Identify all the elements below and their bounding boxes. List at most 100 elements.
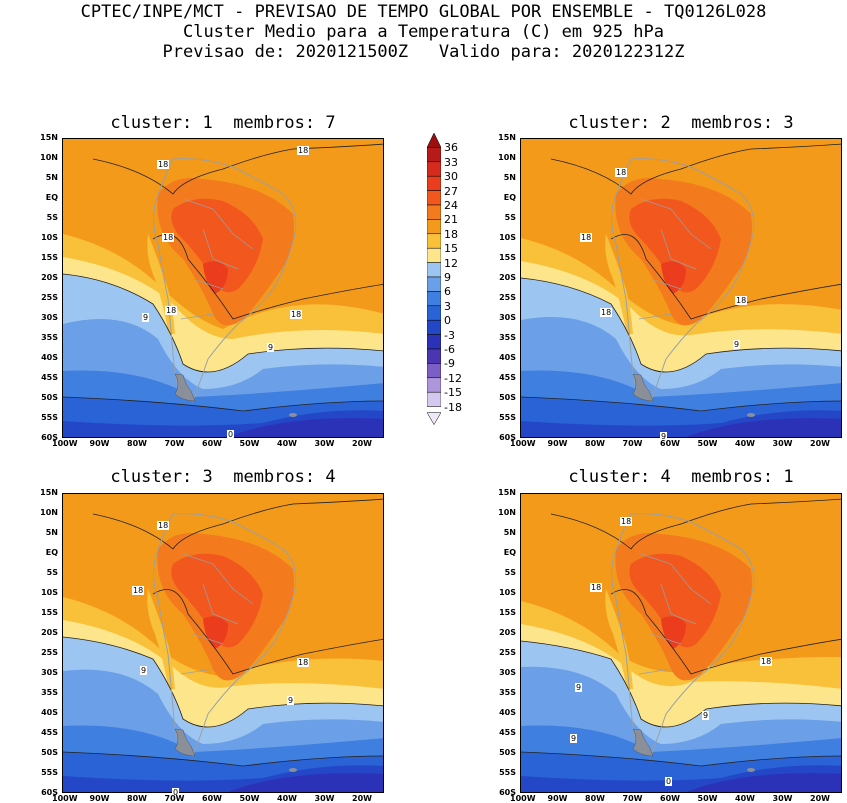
colorbar-tick-label: 0 [444,314,451,328]
longitude-label: 40W [735,439,755,448]
latitude-label: 25S [499,648,516,657]
latitude-label: 20S [499,273,516,282]
colorbar-tick-label: -18 [444,400,462,414]
latitude-label: 55S [499,768,516,777]
panel-title: cluster: 1 membros: 7 [110,113,336,133]
contour-label: 18 [590,583,603,592]
latitude-label: 60S [41,788,58,797]
latitude-label: 10S [41,233,58,242]
latitude-label: 35S [499,688,516,697]
latitude-label: 50S [41,393,58,402]
contour-label: 9 [660,432,668,441]
colorbar-swatch [426,262,442,278]
latitude-label: 15S [41,608,58,617]
longitude-label: 60W [202,439,222,448]
longitude-label: 100W [510,439,536,448]
contour-label: 0 [665,777,673,786]
latitude-label: 20S [41,628,58,637]
title-line-2: Cluster Medio para a Temperatura (C) em … [182,22,665,42]
latitude-label: 15S [499,253,516,262]
longitude-label: 60W [202,794,222,803]
colorbar-swatch [426,147,442,163]
longitude-label: 30W [314,794,335,803]
contour-label: 9 [733,340,741,349]
latitude-label: 45S [499,728,516,737]
longitude-label: 50W [239,794,260,803]
latitude-label: 15N [40,488,58,497]
contour-label: 9 [140,666,148,675]
longitude-label: 100W [510,794,536,803]
colorbar-swatch [426,161,442,177]
contour-label: 9 [142,313,150,322]
colorbar-swatch [426,233,442,249]
latitude-label: 15N [498,133,516,142]
contour-label: 18 [760,657,773,666]
latitude-label: 10S [499,588,516,597]
colorbar-swatch [426,348,442,364]
latitude-label: 45S [41,728,58,737]
map-panel-2 [520,138,842,438]
colorbar-swatch [426,175,442,191]
map-panel-1 [62,138,384,438]
contour-label: 0 [227,430,235,439]
contour-label: 18 [600,308,613,317]
contour-label: 18 [580,233,593,242]
latitude-label: 5S [504,568,516,577]
colorbar-tick-label: 30 [444,170,458,184]
colorbar-tick-label: -12 [444,371,462,385]
contour-label: 18 [615,168,628,177]
latitude-label: 30S [499,668,516,677]
colorbar-swatch [426,276,442,292]
temperature-field [521,139,841,437]
latitude-label: 15S [41,253,58,262]
longitude-label: 80W [127,439,147,448]
latitude-label: 60S [41,433,58,442]
latitude-label: 55S [41,768,58,777]
contour-label: 18 [165,306,178,315]
latitude-label: 60S [499,788,516,797]
latitude-label: EQ [503,193,516,202]
longitude-label: 20W [810,439,830,448]
latitude-label: 10S [499,233,516,242]
temperature-field [63,139,383,437]
latitude-label: 55S [499,413,516,422]
longitude-label: 30W [772,794,793,803]
latitude-label: 15N [40,133,58,142]
longitude-label: 40W [277,794,297,803]
contour-label: 18 [157,521,170,530]
latitude-label: 20S [41,273,58,282]
latitude-label: 30S [41,668,58,677]
latitude-label: 50S [41,748,58,757]
longitude-label: 70W [622,439,643,448]
panel-title: cluster: 2 membros: 3 [568,113,794,133]
longitude-label: 30W [314,439,335,448]
latitude-label: 40S [499,353,516,362]
colorbar [426,132,442,439]
contour-label: 9 [570,734,578,743]
colorbar-swatch [426,291,442,307]
colorbar-tick-label: 9 [444,271,451,284]
longitude-label: 60W [660,439,680,448]
latitude-label: EQ [45,548,58,557]
title-line-1: CPTEC/INPE/MCT - PREVISAO DE TEMPO GLOBA… [80,2,767,22]
longitude-label: 20W [810,794,830,803]
colorbar-tick-label: 18 [444,227,458,241]
latitude-label: 5S [46,213,58,222]
contour-label: 9 [287,696,295,705]
latitude-label: 10N [40,508,58,517]
longitude-label: 80W [585,794,605,803]
latitude-label: 15S [499,608,516,617]
latitude-label: EQ [503,548,516,557]
contour-label: 18 [157,160,170,169]
latitude-label: 50S [499,393,516,402]
latitude-label: 25S [41,293,58,302]
longitude-label: 50W [239,439,260,448]
latitude-label: 35S [499,333,516,342]
latitude-label: 5N [503,528,516,537]
longitude-label: 90W [89,794,110,803]
latitude-label: 10S [41,588,58,597]
longitude-label: 100W [52,794,78,803]
longitude-label: 30W [772,439,793,448]
longitude-label: 80W [585,439,605,448]
latitude-label: 30S [41,313,58,322]
